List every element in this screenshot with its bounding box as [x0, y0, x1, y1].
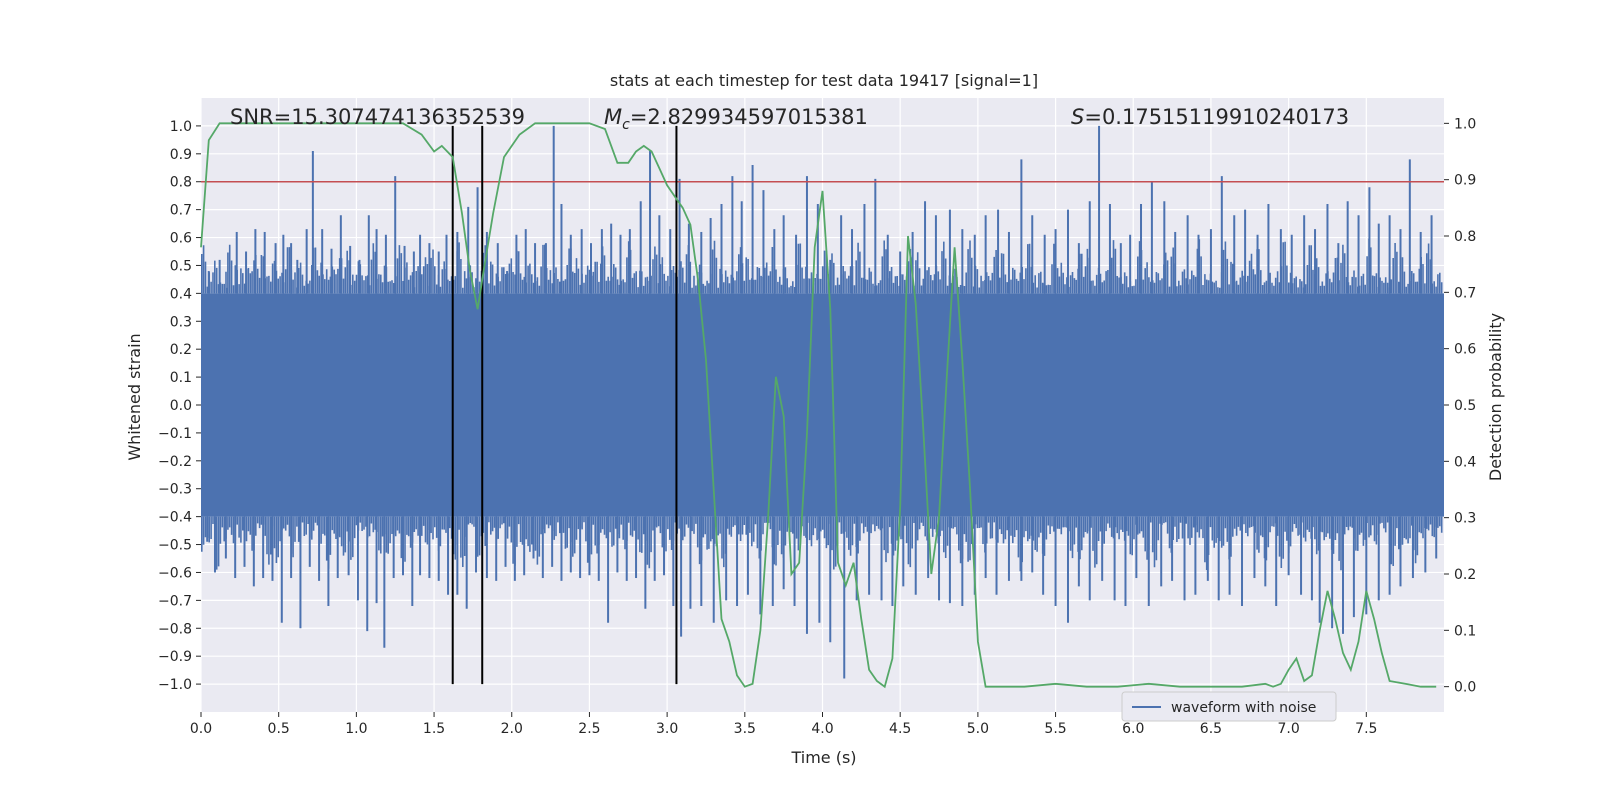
y2-tick-label: 0.2	[1454, 567, 1476, 583]
y-tick-label: 0.6	[170, 231, 192, 247]
x-tick-label: 7.0	[1277, 721, 1299, 737]
waveform-with-noise-series	[201, 125, 1444, 679]
s-value: =0.17515119910240173	[1084, 105, 1349, 129]
y-tick-label: −0.3	[158, 482, 192, 498]
y2-tick-label: 0.4	[1454, 454, 1476, 470]
chirp-mass-annotation: Mc=2.829934597015381	[604, 105, 868, 133]
legend-label-waveform: waveform with noise	[1171, 700, 1316, 716]
left-tick-labels: 1.0 0.9 0.8 0.7 0.6 0.5 0.4 0.3 0.2 0.1 0.0 −0.1 −0.…	[158, 119, 201, 693]
x-tick-label: 0.0	[190, 721, 212, 737]
y-tick-label: −0.2	[158, 454, 192, 470]
y-tick-label: 0.1	[170, 370, 192, 386]
snr-annotation: SNR=15.307474136352539	[230, 105, 525, 129]
y-tick-label: 0.2	[170, 342, 192, 358]
y2-tick-label: 1.0	[1454, 116, 1476, 132]
x-tick-label: 3.5	[734, 721, 756, 737]
y-tick-label: −0.1	[158, 426, 192, 442]
y-tick-label: 0.8	[170, 175, 192, 191]
chirp-mass-subscript: c	[622, 117, 630, 133]
y2-tick-label: 0.5	[1454, 398, 1476, 414]
detection-probability-series	[200, 122, 1437, 689]
x-tick-label: 7.5	[1355, 721, 1377, 737]
x-tick-label: 2.5	[578, 721, 600, 737]
y-tick-label: −0.8	[158, 621, 192, 637]
bottom-tick-labels: 0.0 0.5 1.0 1.5 2.0 2.5 3.0 3.5 4.0 4.5 5.0 5.5 6.0 6…	[190, 712, 1377, 737]
y2-tick-label: 0.9	[1454, 173, 1476, 189]
x-tick-label: 5.5	[1044, 721, 1066, 737]
y-tick-label: −0.6	[158, 565, 192, 581]
y-tick-label: −0.5	[158, 538, 192, 554]
y-tick-label: 0.0	[170, 398, 192, 414]
y-tick-label: 0.9	[170, 147, 192, 163]
y-tick-label: 0.3	[170, 314, 192, 330]
y-tick-label: −0.4	[158, 510, 192, 526]
y-tick-label: 0.7	[170, 203, 192, 219]
x-tick-label: 4.5	[889, 721, 911, 737]
y2-axis-label: Detection probability	[1486, 313, 1505, 481]
x-tick-label: 6.0	[1122, 721, 1144, 737]
y-tick-label: −0.9	[158, 649, 192, 665]
reference-lines	[201, 125, 1444, 685]
chirp-mass-value: =2.829934597015381	[630, 105, 868, 129]
s-annotation: S=0.17515119910240173	[1071, 105, 1349, 129]
y-tick-label: 1.0	[170, 119, 192, 135]
y-tick-label: −1.0	[158, 677, 192, 693]
legend-box	[1121, 691, 1337, 722]
y2-tick-label: 0.3	[1454, 511, 1476, 527]
y-tick-label: −0.7	[158, 593, 192, 609]
x-tick-label: 2.0	[501, 721, 523, 737]
chirp-mass-symbol: M	[604, 105, 622, 129]
y-axis-label: Whitened strain	[125, 333, 144, 460]
legend: waveform with noise	[1121, 691, 1337, 722]
y-tick-label: 0.5	[170, 258, 192, 274]
x-tick-label: 4.0	[811, 721, 833, 737]
x-axis-label: Time (s)	[790, 748, 856, 767]
x-tick-label: 6.5	[1200, 721, 1222, 737]
y2-tick-label: 0.6	[1454, 342, 1476, 358]
waveform-core-band	[201, 293, 1444, 517]
y2-tick-label: 0.7	[1454, 285, 1476, 301]
y-tick-label: 0.4	[170, 286, 192, 302]
x-tick-label: 1.0	[345, 721, 367, 737]
right-tick-labels: 1.0 0.9 0.8 0.7 0.6 0.5 0.4 0.3 0.2 0.1 0.0	[1444, 116, 1476, 696]
x-tick-label: 1.5	[423, 721, 445, 737]
x-tick-label: 0.5	[268, 721, 290, 737]
y2-tick-label: 0.0	[1454, 680, 1476, 696]
x-tick-label: 3.0	[656, 721, 678, 737]
detection-probability-line	[200, 122, 1437, 689]
chart-title: stats at each timestep for test data 194…	[610, 71, 1038, 90]
x-tick-label: 5.0	[967, 721, 989, 737]
y2-tick-label: 0.8	[1454, 229, 1476, 245]
y2-tick-label: 0.1	[1454, 623, 1476, 639]
s-symbol: S	[1071, 105, 1084, 129]
